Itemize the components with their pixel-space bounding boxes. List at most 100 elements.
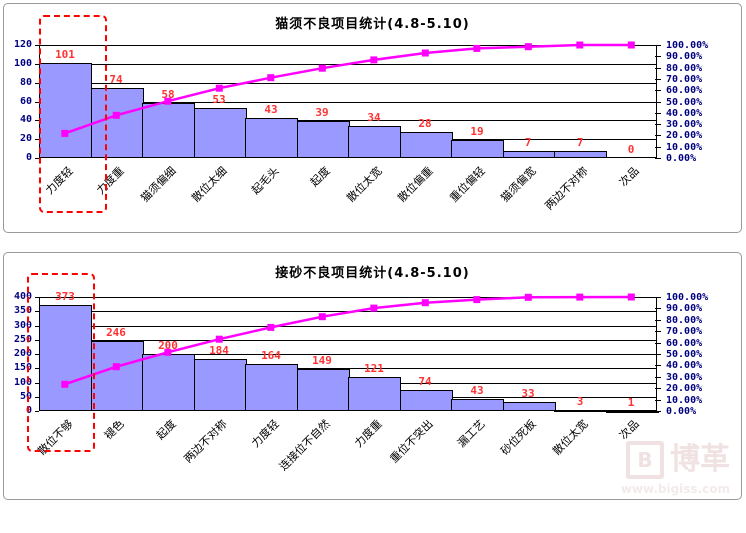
y-axis-tickmark (35, 354, 39, 355)
watermark-logo-icon: B (626, 441, 664, 479)
cumulative-marker (576, 293, 584, 301)
pct-axis-tickmark (655, 147, 661, 148)
pct-axis-tick-label: 90.00% (666, 303, 703, 314)
pct-axis-tickmark (655, 365, 661, 366)
y-axis-tickmark (35, 64, 39, 65)
pct-axis-tick-label: 0.00% (666, 406, 697, 417)
bar-value-label: 164 (261, 349, 281, 362)
y-axis-tick-label: 50 (19, 391, 32, 402)
bar-value-label: 19 (470, 125, 484, 138)
y-axis-tickmark (35, 120, 39, 121)
y-axis-tick-label: 80 (19, 77, 32, 88)
cumulative-marker (318, 64, 326, 72)
pct-axis-tick-label: 60.00% (666, 85, 703, 96)
y-axis-tickmark (35, 297, 39, 298)
cumulative-marker (318, 313, 326, 321)
cumulative-marker (473, 296, 481, 304)
pct-axis-tick-label: 50.00% (666, 97, 703, 108)
cumulative-marker (267, 74, 275, 82)
y-axis-tickmark (35, 102, 39, 103)
cumulative-marker (421, 49, 429, 57)
cumulative-marker (473, 44, 481, 52)
pct-axis-tickmark (655, 377, 661, 378)
cumulative-marker (576, 41, 584, 49)
gridline (39, 326, 657, 327)
y-axis-tickmark (35, 139, 39, 140)
pareto-bar (554, 151, 607, 158)
pct-axis-tickmark (655, 45, 661, 46)
bar-value-label: 184 (209, 344, 229, 357)
cumulative-line (61, 293, 635, 388)
pct-axis-tick-label: 70.00% (666, 326, 703, 337)
pct-axis-tick-label: 60.00% (666, 338, 703, 349)
gridline (39, 340, 657, 341)
cumulative-marker (61, 129, 69, 137)
bar-value-label: 149 (312, 354, 332, 367)
watermark-logo: B 博革 (621, 441, 730, 479)
pareto-bar (400, 132, 453, 158)
bar-value-label: 33 (521, 387, 535, 400)
pareto-bar (503, 402, 556, 411)
chart-title: 猫须不良项目统计(4.8-5.10) (275, 17, 470, 32)
pct-axis-tickmark (655, 56, 661, 57)
y-axis-tickmark (35, 326, 39, 327)
pct-axis-tickmark (655, 90, 661, 91)
pct-axis-tickmark (655, 343, 661, 344)
cumulative-marker (370, 56, 378, 64)
pct-axis-tick-label: 40.00% (666, 108, 703, 119)
highlight-box (27, 273, 95, 452)
watermark-logo-text: 博革 (670, 442, 730, 477)
y-axis-tickmark (35, 383, 39, 384)
y-axis-tick-label: 40 (19, 114, 32, 125)
pct-axis-tickmark (655, 79, 661, 80)
bar-value-label: 121 (364, 362, 384, 375)
y-axis-tick-label: 400 (13, 291, 32, 302)
cumulative-marker (215, 84, 223, 92)
pct-axis-tick-label: 100.00% (666, 292, 709, 303)
y-axis-tick-label: 200 (13, 348, 32, 359)
pct-axis-tickmark (655, 400, 661, 401)
bar-value-label: 34 (367, 111, 381, 124)
cumulative-marker (370, 304, 378, 312)
bar-value-label: 373 (55, 290, 75, 303)
bar-value-label: 39 (315, 106, 329, 119)
bar-value-label: 1 (627, 396, 635, 409)
pct-axis-tick-label: 50.00% (666, 349, 703, 360)
pct-axis-tick-label: 0.00% (666, 153, 697, 164)
pct-axis-tick-label: 70.00% (666, 74, 703, 85)
bar-value-label: 7 (524, 136, 532, 149)
y-axis-tick-label: 100 (13, 377, 32, 388)
pct-axis-tickmark (655, 158, 661, 159)
y-axis-tick-label: 250 (13, 334, 32, 345)
bar-value-label: 43 (264, 103, 278, 116)
highlight-box (39, 15, 107, 213)
y-axis-tickmark (35, 158, 39, 159)
pct-axis-tickmark (655, 354, 661, 355)
gridline (39, 102, 657, 103)
pct-axis-tick-label: 40.00% (666, 360, 703, 371)
y-axis-tickmark (35, 340, 39, 341)
y-axis-tick-label: 60 (19, 96, 32, 107)
pct-axis-tick-label: 10.00% (666, 142, 703, 153)
pareto-bar (297, 121, 350, 158)
gridline (39, 368, 657, 369)
pct-axis-tickmark (655, 320, 661, 321)
cumulative-marker (524, 43, 532, 51)
pct-axis-tick-label: 80.00% (666, 315, 703, 326)
cumulative-marker (267, 323, 275, 331)
y-axis-tick-label: 20 (19, 133, 32, 144)
pct-axis-tickmark (655, 308, 661, 309)
cumulative-marker (524, 293, 532, 301)
bar-value-label: 101 (55, 48, 75, 61)
gridline (39, 83, 657, 84)
bar-value-label: 74 (109, 73, 123, 86)
cumulative-line (61, 41, 635, 137)
y-axis-tickmark (35, 411, 39, 412)
cumulative-marker (627, 41, 635, 49)
pareto-bar (245, 364, 298, 411)
y-axis-tickmark (35, 311, 39, 312)
bar-value-label: 200 (158, 339, 178, 352)
pareto-bar (348, 377, 401, 411)
pareto-bar (245, 118, 298, 158)
cumulative-marker (627, 293, 635, 301)
